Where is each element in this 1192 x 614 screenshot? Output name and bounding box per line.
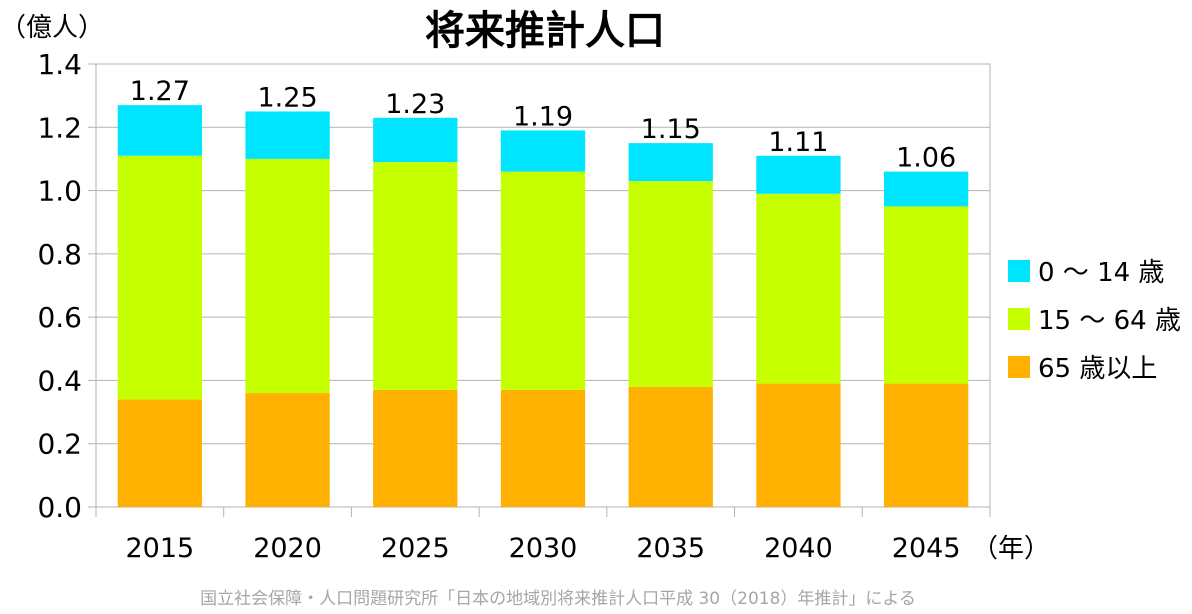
chart-title: 将来推計人口 bbox=[425, 8, 665, 54]
bar-segment bbox=[756, 383, 841, 507]
x-axis-unit-label: （年） bbox=[972, 534, 1050, 564]
bar-segment bbox=[756, 193, 841, 384]
bar-total-label: 1.15 bbox=[641, 114, 701, 145]
bar-total-label: 1.23 bbox=[385, 89, 445, 120]
bar-segment bbox=[500, 171, 586, 390]
bar-total-label: 1.19 bbox=[513, 101, 573, 132]
x-tick-label: 2040 bbox=[764, 533, 833, 564]
y-tick-label: 1.0 bbox=[37, 175, 82, 208]
bar-segment bbox=[245, 393, 330, 507]
bar-total-label: 1.27 bbox=[130, 76, 190, 107]
bar-segment bbox=[373, 117, 458, 163]
legend-swatch bbox=[1008, 260, 1030, 282]
y-tick-label: 0.8 bbox=[37, 238, 82, 271]
y-tick-label: 0.6 bbox=[37, 301, 82, 334]
legend-label: 15 〜 64 歳 bbox=[1038, 306, 1181, 336]
legend-label: 0 〜 14 歳 bbox=[1038, 258, 1164, 288]
bar-segment bbox=[883, 383, 969, 507]
bar-segment bbox=[883, 206, 969, 384]
bar-segment bbox=[117, 155, 203, 400]
bar-total-label: 1.06 bbox=[896, 143, 956, 174]
bar-segment bbox=[628, 386, 713, 507]
y-tick-label: 0.0 bbox=[37, 491, 82, 524]
legend: 0 〜 14 歳 15 〜 64 歳 65 歳以上 bbox=[1008, 258, 1181, 384]
bar-segment bbox=[373, 389, 458, 507]
bar-total-label: 1.25 bbox=[258, 82, 318, 113]
y-tick-label: 1.2 bbox=[37, 111, 82, 144]
x-tick-label: 2015 bbox=[125, 533, 194, 564]
source-note: 国立社会保障・人口問題研究所「日本の地域別将来推計人口平成 30（2018）年推… bbox=[200, 589, 916, 609]
bar-segment bbox=[883, 171, 969, 207]
bar-total-label: 1.11 bbox=[768, 127, 828, 158]
bar-segment bbox=[245, 111, 330, 159]
x-tick-label: 2035 bbox=[636, 533, 705, 564]
y-tick-label: 0.2 bbox=[37, 428, 82, 461]
bar-segment bbox=[117, 105, 203, 156]
legend-swatch bbox=[1008, 308, 1030, 330]
bar-segment bbox=[628, 181, 713, 387]
bar-segment bbox=[500, 389, 586, 507]
y-axis-unit-label: （億人） bbox=[0, 13, 104, 43]
bar-segment bbox=[245, 158, 330, 394]
y-tick-label: 1.4 bbox=[37, 48, 82, 81]
bar-segment bbox=[628, 143, 713, 182]
x-tick-label: 2045 bbox=[892, 533, 961, 564]
bar-segment bbox=[756, 155, 841, 194]
legend-swatch bbox=[1008, 356, 1030, 378]
bar-segment bbox=[500, 130, 586, 172]
bar-segment bbox=[373, 162, 458, 390]
x-tick-label: 2025 bbox=[381, 533, 450, 564]
plot-area: 0.0 0.2 0.4 0.6 0.8 1.0 1.2 1.4 1.27 2015 1.25 2020… bbox=[37, 48, 991, 564]
x-tick-label: 2030 bbox=[509, 533, 578, 564]
legend-label: 65 歳以上 bbox=[1038, 354, 1157, 384]
bar-segment bbox=[117, 399, 203, 507]
y-tick-label: 0.4 bbox=[37, 364, 82, 397]
x-tick-label: 2020 bbox=[253, 533, 322, 564]
